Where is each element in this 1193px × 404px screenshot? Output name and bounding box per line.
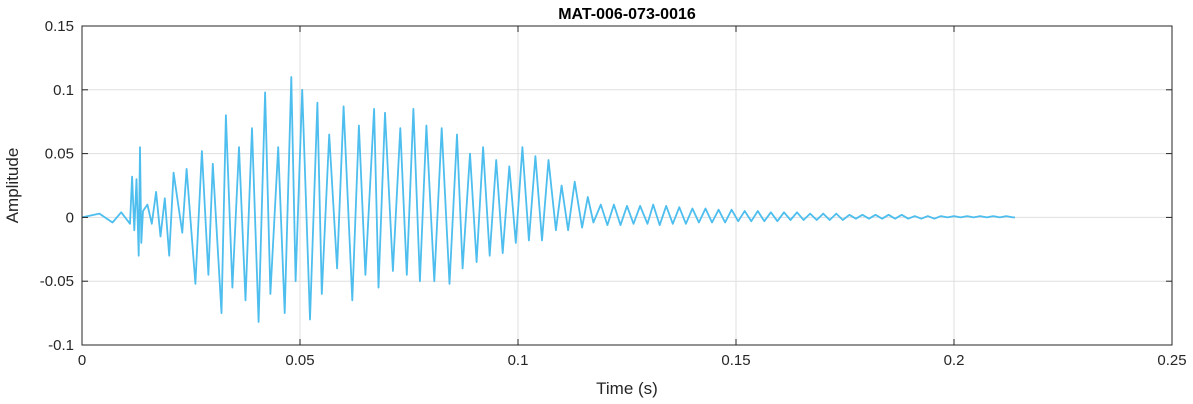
x-tick-label: 0.1 (508, 352, 529, 369)
y-tick-label: 0.05 (45, 146, 74, 163)
x-tick-label: 0.05 (285, 352, 314, 369)
x-tick-label: 0.25 (1157, 352, 1186, 369)
line-layer (81, 76, 1015, 323)
plot-frame (81, 25, 1173, 346)
y-axis-label: Amplitude (3, 148, 22, 224)
y-tick-label: -0.1 (48, 337, 74, 354)
amplitude-series-line (81, 76, 1015, 323)
plot-area (82, 26, 1172, 345)
tick-layer: 0 0.05 0.1 0.15 0.2 0.25 -0.1 -0.05 0 0.05 0.1 0.15 (40, 18, 1187, 369)
chart-title: MAT-006-073-0016 (558, 6, 696, 23)
y-tick-label: 0.15 (45, 18, 74, 35)
x-tick-label: 0.2 (944, 352, 965, 369)
y-tick-label: 0 (66, 209, 74, 226)
y-tick-label: -0.05 (40, 273, 74, 290)
y-tick-label: 0.1 (53, 82, 74, 99)
x-tick-label: 0.15 (721, 352, 750, 369)
x-axis-label: Time (s) (596, 379, 658, 398)
x-tick-label: 0 (78, 352, 86, 369)
